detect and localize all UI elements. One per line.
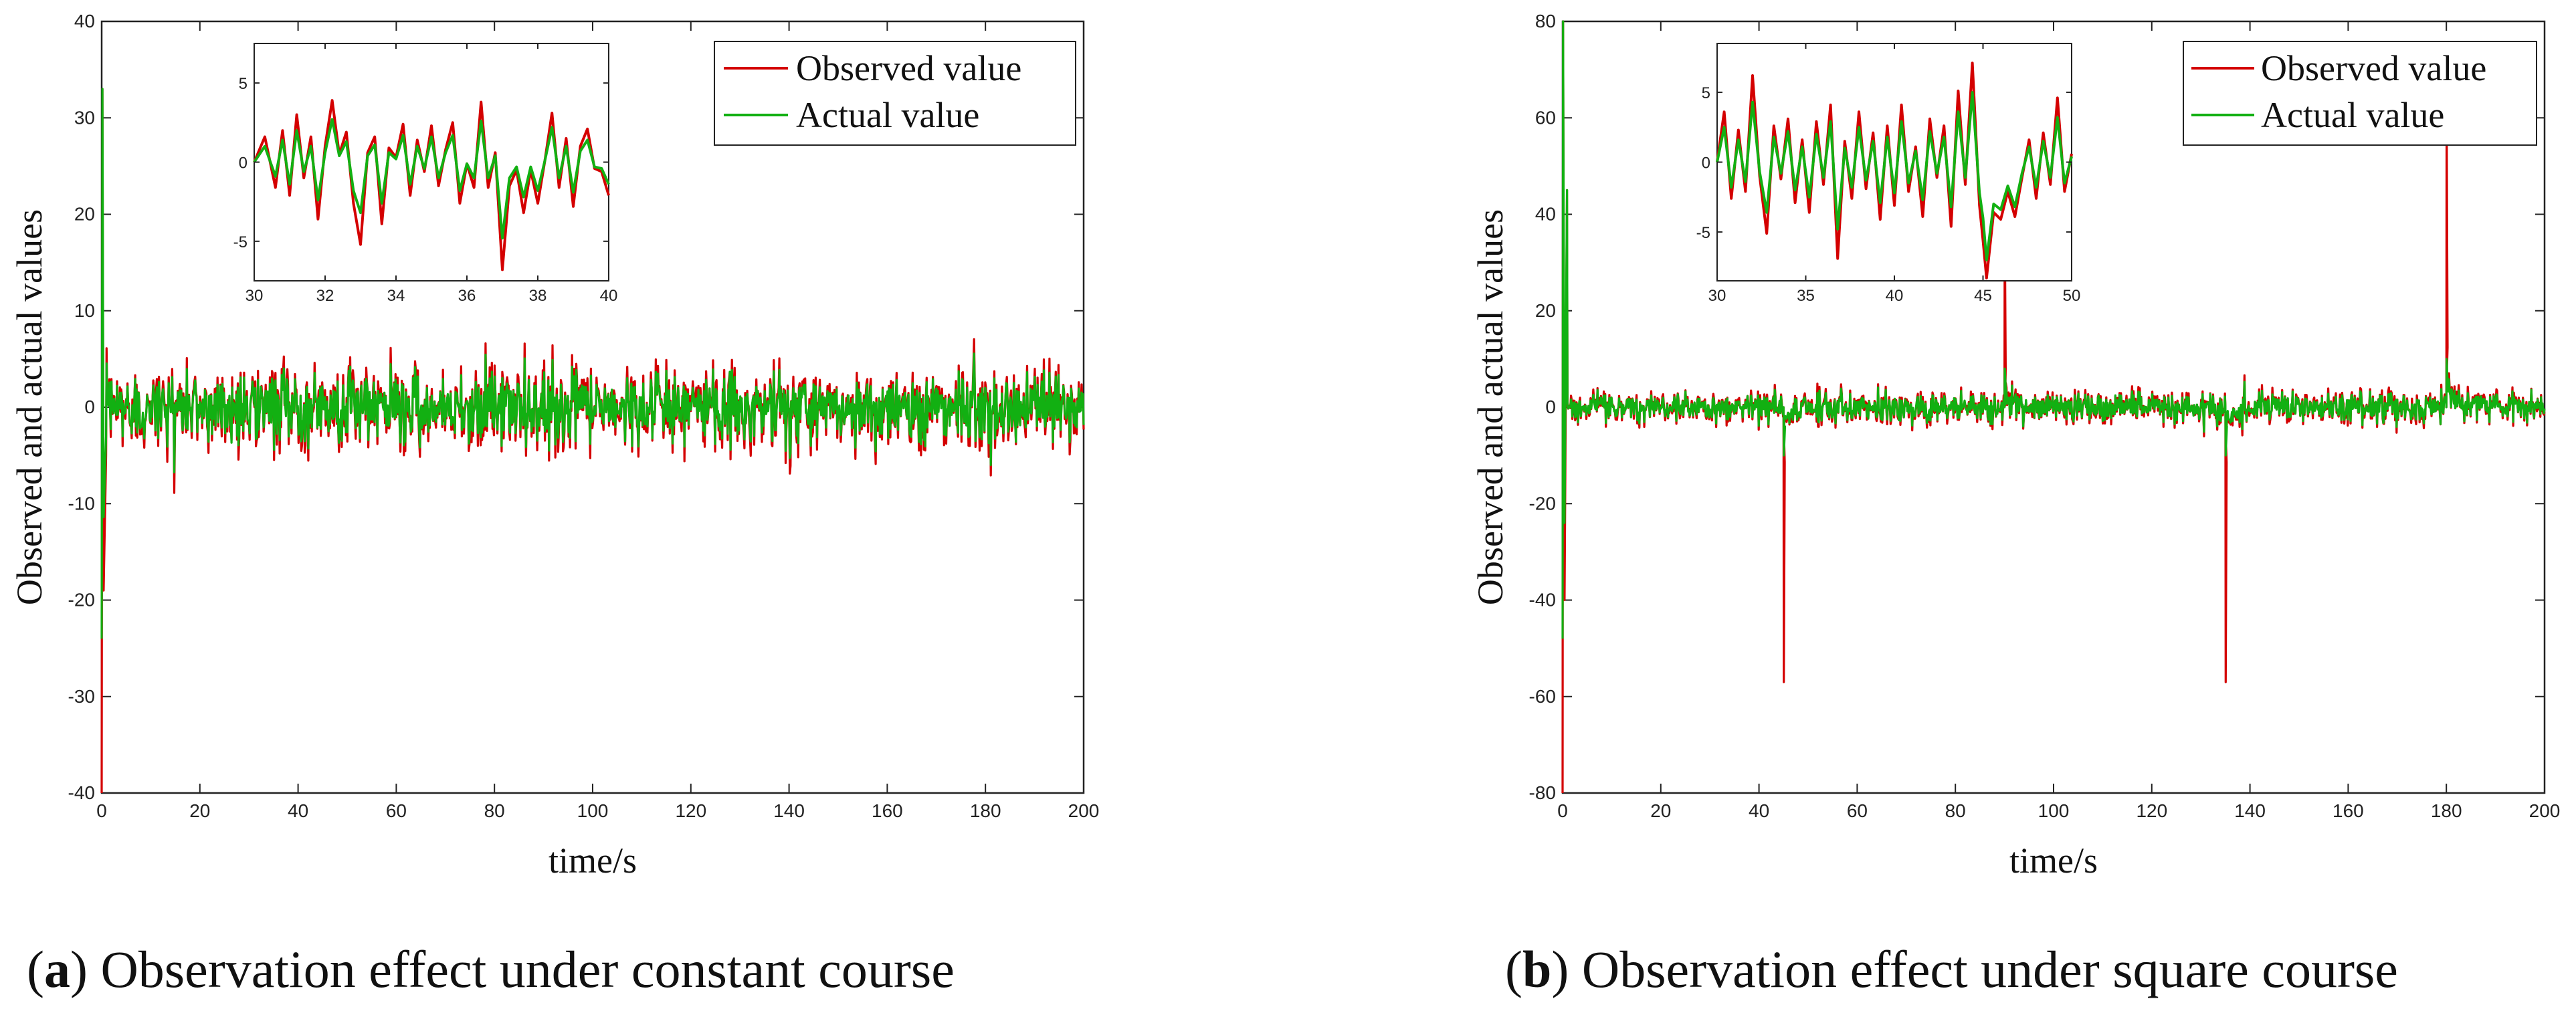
b-xtick-label-6: 120 — [2136, 800, 2167, 821]
b-ytick-label-5: 20 — [1535, 300, 1556, 321]
a-xtick-label-4: 80 — [484, 800, 505, 821]
inset-ticks-a: 30 32 34 36 38 40 -5 0 5 — [233, 43, 618, 305]
b-xtick-label-9: 180 — [2431, 800, 2462, 821]
b-ytick-label-2: -40 — [1529, 590, 1556, 610]
a-inset-ytick-label-1: 0 — [239, 154, 247, 173]
legend-a: Observed value Actual value — [714, 41, 1076, 146]
b-ytick-label-0: -80 — [1529, 782, 1556, 803]
inset-series-a — [253, 99, 610, 271]
b-inset-xtick-label-0: 30 — [1708, 287, 1726, 305]
a-inset-ytick-label-0: -5 — [233, 233, 247, 251]
legend-label-actual-a: Actual value — [796, 95, 979, 135]
b-inset-xtick-label-4: 50 — [2063, 287, 2081, 305]
a-ytick-label-6: 20 — [74, 204, 95, 225]
a-inset-xtick-label-4: 38 — [529, 287, 547, 305]
x-axis-label-a: time/s — [549, 840, 637, 881]
b-inset-xtick-label-1: 35 — [1797, 287, 1815, 305]
b-xtick-label-8: 160 — [2333, 800, 2364, 821]
a-xtick-label-2: 40 — [288, 800, 308, 821]
caption-letter-b: b — [1522, 940, 1552, 998]
b-ytick-label-1: -60 — [1529, 686, 1556, 707]
b-xtick-label-7: 140 — [2234, 800, 2266, 821]
inset-series-b — [1716, 62, 2073, 279]
main-series-a — [100, 88, 1085, 794]
chart-b: 0 20 40 60 80 100 120 140 160 180 200-80-60-40-200… — [1470, 11, 2560, 881]
legend-b: Observed value Actual value — [2183, 41, 2537, 146]
b-inset-ytick-label-1: 0 — [1702, 154, 1710, 173]
a-inset-xtick-label-1: 32 — [316, 287, 334, 305]
b-xtick-label-10: 200 — [2529, 800, 2561, 821]
a-ytick-label-2: -20 — [68, 590, 95, 610]
a-ytick-label-4: 0 — [84, 397, 95, 417]
b-ytick-label-8: 80 — [1535, 11, 1556, 31]
a-xtick-label-5: 100 — [577, 800, 609, 821]
b-ytick-label-6: 40 — [1535, 204, 1556, 225]
inset-series-actual-line — [1716, 91, 2073, 261]
caption-b: (b) Observation effect under square cour… — [1505, 940, 2398, 998]
a-xtick-label-7: 140 — [773, 800, 805, 821]
a-inset-xtick-label-5: 40 — [600, 287, 618, 305]
b-xtick-label-1: 20 — [1650, 800, 1671, 821]
b-xtick-label-3: 60 — [1847, 800, 1868, 821]
a-inset-xtick-label-0: 30 — [245, 287, 264, 305]
b-ytick-label-3: -20 — [1529, 493, 1556, 514]
chart-a: 0 20 40 60 80 100 120 140 160 180 200-40-30-20-100… — [9, 11, 1099, 881]
legend-box-b — [2183, 41, 2537, 146]
a-ytick-label-5: 10 — [74, 300, 95, 321]
y-axis-label-a: Observed and actual values — [9, 209, 49, 605]
b-xtick-label-5: 100 — [2038, 800, 2070, 821]
a-ytick-label-3: -10 — [68, 493, 95, 514]
x-axis-label-b: time/s — [2009, 840, 2098, 881]
axis-ticks-b: 0 20 40 60 80 100 120 140 160 180 200-80-60-40-200… — [1529, 11, 2561, 821]
inset-series-actual-line — [253, 118, 610, 240]
a-ytick-label-1: -30 — [68, 686, 95, 707]
a-xtick-label-6: 120 — [675, 800, 706, 821]
a-ytick-label-0: -40 — [68, 782, 95, 803]
caption-text-a: Observation effect under constant course — [100, 940, 955, 998]
inset-plot-b — [1716, 43, 2072, 281]
caption-text-b: Observation effect under square course — [1581, 940, 2398, 998]
a-xtick-label-8: 160 — [872, 800, 903, 821]
main-series-b — [1561, 20, 2546, 794]
legend-label-actual-b: Actual value — [2261, 95, 2444, 135]
a-xtick-label-3: 60 — [386, 800, 407, 821]
a-xtick-label-9: 180 — [970, 800, 1001, 821]
b-xtick-label-0: 0 — [1557, 800, 1568, 821]
b-inset-ytick-label-0: -5 — [1696, 224, 1710, 242]
b-xtick-label-2: 40 — [1749, 800, 1769, 821]
b-inset-xtick-label-2: 40 — [1886, 287, 1904, 305]
caption-letter-a: a — [43, 940, 70, 998]
a-xtick-label-1: 20 — [189, 800, 210, 821]
axis-ticks-a: 0 20 40 60 80 100 120 140 160 180 200-40-30-20-100… — [68, 11, 1100, 821]
series-actual-line — [1561, 20, 2546, 639]
legend-label-observed-a: Observed value — [796, 48, 1021, 88]
a-xtick-label-10: 200 — [1068, 800, 1100, 821]
a-xtick-label-0: 0 — [96, 800, 107, 821]
legend-label-observed-b: Observed value — [2261, 48, 2486, 88]
caption-a: (a) Observation effect under constant co… — [27, 940, 955, 998]
y-axis-label-b: Observed and actual values — [1470, 209, 1510, 605]
b-ytick-label-4: 0 — [1545, 397, 1556, 417]
a-inset-ytick-label-2: 5 — [239, 75, 247, 93]
a-ytick-label-8: 40 — [74, 11, 95, 31]
b-inset-ytick-label-2: 5 — [1702, 84, 1710, 102]
a-inset-xtick-label-3: 36 — [458, 287, 476, 305]
a-inset-xtick-label-2: 34 — [387, 287, 405, 305]
b-ytick-label-7: 60 — [1535, 107, 1556, 128]
a-ytick-label-7: 30 — [74, 107, 95, 128]
b-xtick-label-4: 80 — [1945, 800, 1966, 821]
legend-box-a — [714, 41, 1076, 146]
series-actual-line — [100, 88, 1085, 639]
inset-ticks-b: 30 35 40 45 50 -5 0 5 — [1696, 43, 2081, 305]
b-inset-xtick-label-3: 45 — [1974, 287, 1992, 305]
